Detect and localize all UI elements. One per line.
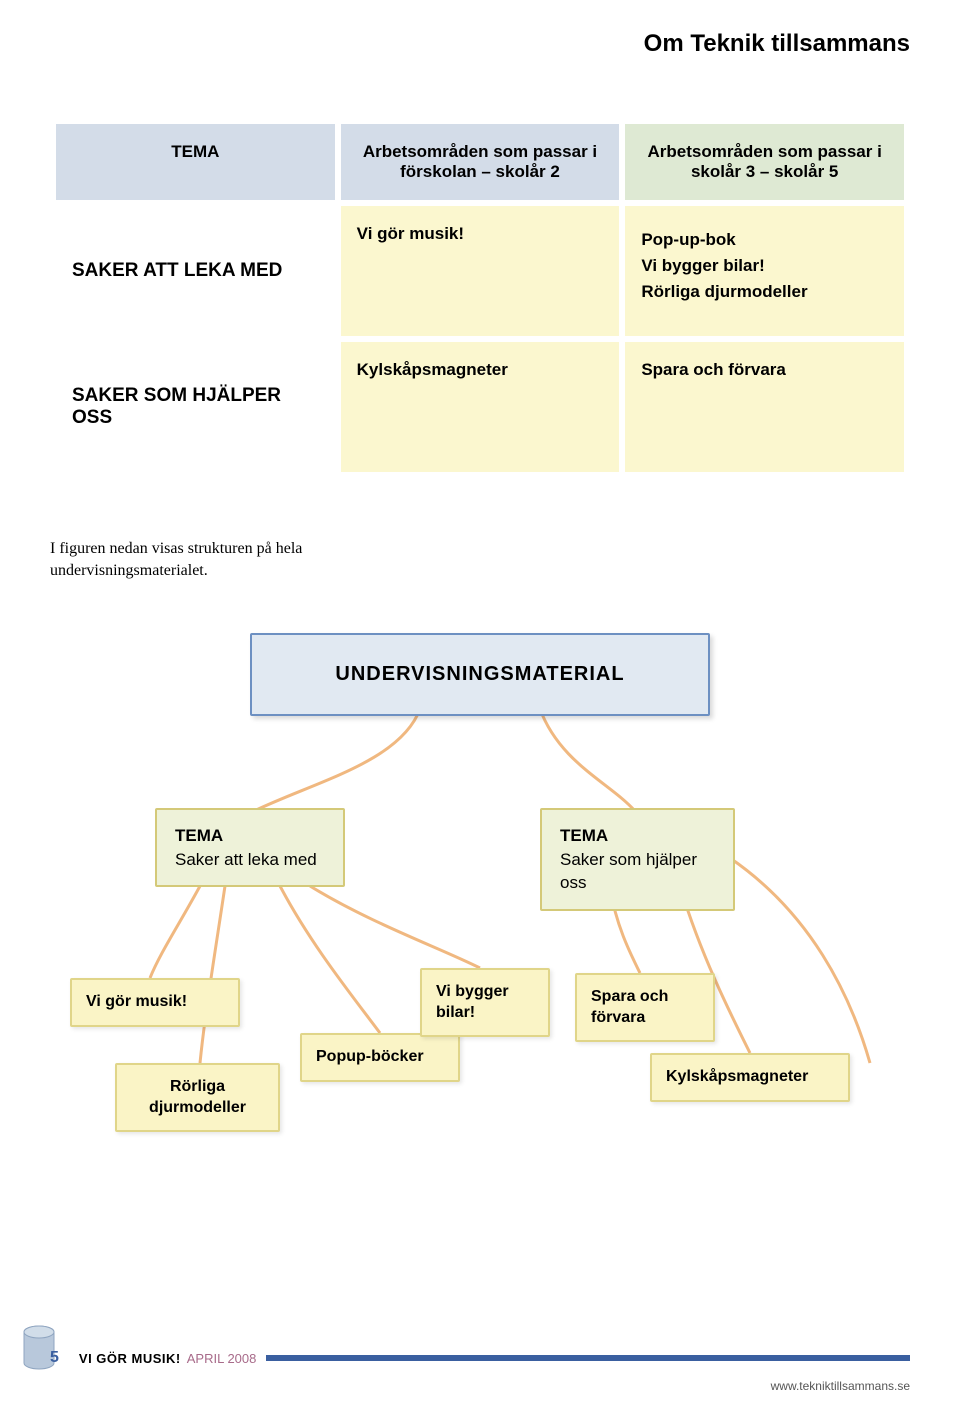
- th-col2: Arbetsområden som passar i förskolan – s…: [341, 124, 620, 200]
- row2-col3-line1: Pop-up-bok: [641, 230, 888, 250]
- leaf-kyl: Kylskåpsmagneter: [650, 1053, 850, 1102]
- node-tema-2: TEMA Saker som hjälper oss: [540, 808, 735, 911]
- leaf-spara-l1: Spara och: [591, 988, 668, 1005]
- leaf-rorliga-l1: Rörliga: [170, 1078, 225, 1095]
- leaf-popup: Popup-böcker: [300, 1033, 460, 1082]
- page-header-title: Om Teknik tillsammans: [50, 30, 910, 58]
- leaf-bilar-l1: Vi bygger: [436, 983, 509, 1000]
- leaf-rorliga: Rörliga djurmodeller: [115, 1063, 280, 1133]
- row2-col3-line2: Vi bygger bilar!: [641, 256, 888, 276]
- leaf-bilar: Vi bygger bilar!: [420, 968, 550, 1038]
- footer-url: www.tekniktillsammans.se: [50, 1379, 910, 1393]
- row2-col3: Pop-up-bok Vi bygger bilar! Rörliga djur…: [625, 206, 904, 336]
- row3-col3: Spara och förvara: [625, 342, 904, 472]
- row3-col2: Kylskåpsmagneter: [341, 342, 620, 472]
- tema2-sub: Saker som hjälper oss: [560, 848, 715, 896]
- th-tema: TEMA: [56, 124, 335, 200]
- page-footer: 5 VI GÖR MUSIK! APRIL 2008 www.tekniktil…: [0, 1343, 960, 1393]
- row3-label: SAKER SOM HJÄLPER OSS: [56, 342, 335, 472]
- table-header-row: TEMA Arbetsområden som passar i förskola…: [56, 124, 904, 200]
- tema2-title: TEMA: [560, 824, 715, 848]
- leaf-spara-l2: förvara: [591, 1009, 645, 1026]
- content-table: TEMA Arbetsområden som passar i förskola…: [50, 118, 910, 478]
- footer-sub: APRIL 2008: [187, 1351, 257, 1366]
- tema1-title: TEMA: [175, 824, 325, 848]
- node-main: UNDERVISNINGSMATERIAL: [250, 633, 710, 716]
- th-col3: Arbetsområden som passar i skolår 3 – sk…: [625, 124, 904, 200]
- table-row: SAKER SOM HJÄLPER OSS Kylskåpsmagneter S…: [56, 342, 904, 472]
- leaf-musik: Vi gör musik!: [70, 978, 240, 1027]
- row2-col3-line3: Rörliga djurmodeller: [641, 282, 888, 302]
- row2-label: SAKER ATT LEKA MED: [56, 206, 335, 336]
- footer-bar: [266, 1355, 910, 1361]
- page-number: 5: [50, 1349, 59, 1367]
- leaf-spara: Spara och förvara: [575, 973, 715, 1043]
- leaf-bilar-l2: bilar!: [436, 1004, 475, 1021]
- node-tema-1: TEMA Saker att leka med: [155, 808, 345, 888]
- row2-col2: Vi gör musik!: [341, 206, 620, 336]
- leaf-rorliga-l2: djurmodeller: [149, 1099, 246, 1116]
- structure-diagram: UNDERVISNINGSMATERIAL TEMA Saker att lek…: [50, 633, 910, 1193]
- table-row: SAKER ATT LEKA MED Vi gör musik! Pop-up-…: [56, 206, 904, 336]
- footer-title: VI GÖR MUSIK!: [79, 1351, 181, 1366]
- tema1-sub: Saker att leka med: [175, 848, 325, 872]
- body-paragraph: I figuren nedan visas strukturen på hela…: [50, 538, 450, 583]
